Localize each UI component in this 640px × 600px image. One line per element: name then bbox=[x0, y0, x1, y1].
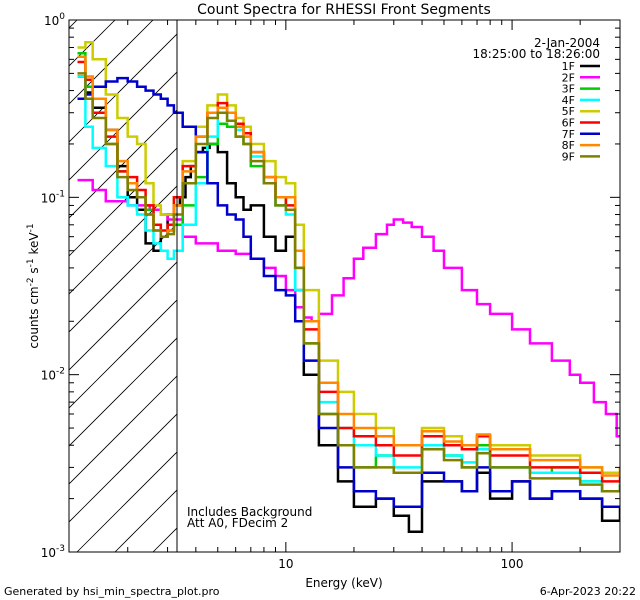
hatch-line bbox=[267, 0, 640, 552]
series-line-9f bbox=[77, 72, 620, 493]
hatched-low-energy-region bbox=[0, 0, 640, 552]
hatch-line bbox=[0, 0, 29, 552]
attenuator-note: Att A0, FDecim 2 bbox=[187, 516, 288, 530]
legend-label-9f: 9F bbox=[562, 150, 575, 163]
series-line-3f bbox=[77, 51, 620, 493]
legend-label-4f: 4F bbox=[562, 94, 575, 107]
y-tick-label: 10-3 bbox=[41, 544, 65, 560]
hatch-line bbox=[69, 413, 177, 523]
x-tick-label: 100 bbox=[501, 557, 524, 571]
footer-generator: Generated by hsi_min_spectra_plot.pro bbox=[4, 585, 220, 598]
hatch-line bbox=[69, 185, 177, 295]
hatch-line bbox=[69, 223, 177, 333]
y-tick-label: 10-1 bbox=[41, 189, 65, 205]
x-tick-label: 10 bbox=[278, 557, 293, 571]
legend-label-6f: 6F bbox=[562, 117, 575, 130]
spectra-series-layer bbox=[77, 40, 620, 534]
legend-label-2f: 2F bbox=[562, 71, 575, 84]
series-line-2f bbox=[77, 178, 620, 438]
hatch-line bbox=[69, 20, 78, 29]
x-axis-title: Energy (keV) bbox=[305, 576, 382, 590]
legend-label-3f: 3F bbox=[562, 83, 575, 96]
series-line-7f bbox=[77, 76, 620, 508]
y-tick-label: 10-2 bbox=[41, 367, 65, 383]
hatch-line bbox=[69, 71, 177, 181]
series-line-1f bbox=[77, 75, 620, 534]
y-axis-title: counts cm-2 s-1 keV-1 bbox=[26, 223, 41, 348]
legend-label-8f: 8F bbox=[562, 139, 575, 152]
legend-label-5f: 5F bbox=[562, 105, 575, 118]
hatch-line bbox=[69, 261, 177, 371]
y-tick-label: 100 bbox=[44, 12, 65, 28]
footer-timestamp: 6-Apr-2023 20:22 bbox=[540, 585, 636, 598]
legend-label-1f: 1F bbox=[562, 60, 575, 73]
hatch-line bbox=[69, 337, 177, 447]
hatch-line bbox=[229, 0, 640, 552]
hatch-line bbox=[76, 451, 177, 552]
chart-title: Count Spectra for RHESSI Front Segments bbox=[197, 2, 491, 18]
axis-tick-labels: 10 100 100 10-1 10-2 10-3 bbox=[41, 12, 524, 571]
axis-ticks bbox=[69, 19, 621, 553]
hatch-line bbox=[69, 375, 177, 485]
background-note: Includes Background bbox=[187, 505, 312, 519]
observation-time-range: 18:25:00 to 18:26:00 bbox=[473, 47, 600, 61]
plot-frame bbox=[68, 19, 621, 553]
observation-date: 2-Jan-2004 bbox=[534, 36, 600, 50]
hatch-line bbox=[69, 109, 177, 219]
hatch-line bbox=[69, 299, 177, 409]
hatch-line bbox=[69, 20, 154, 105]
hatch-line bbox=[69, 33, 177, 143]
legend-label-7f: 7F bbox=[562, 128, 575, 141]
series-line-8f bbox=[77, 55, 620, 477]
series-line-5f bbox=[77, 40, 620, 474]
series-line-6f bbox=[77, 60, 620, 483]
